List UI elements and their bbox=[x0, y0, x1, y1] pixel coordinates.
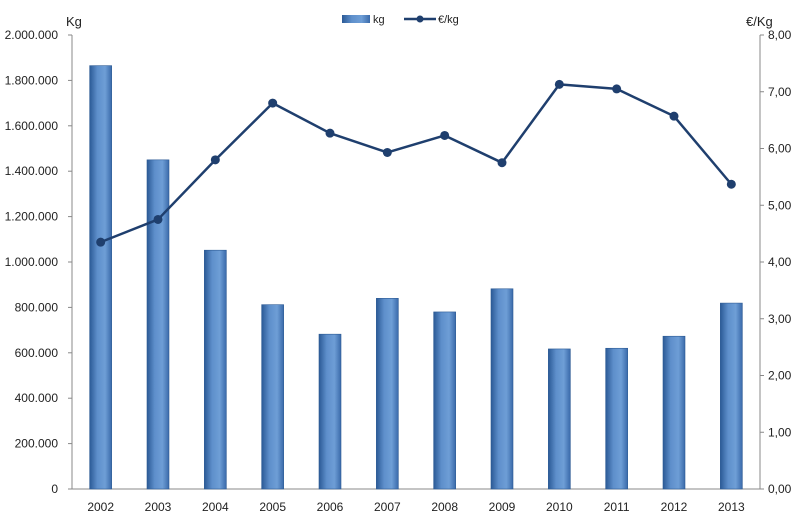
x-tick-label: 2003 bbox=[145, 500, 172, 514]
price-point bbox=[153, 214, 163, 224]
price-point bbox=[669, 111, 679, 121]
left-axis-ticks: 0 200.000 400.000 600.000 800.000 1.000.000 1.… bbox=[5, 28, 72, 496]
right-tick-label: 4,00 bbox=[768, 255, 792, 269]
price-point bbox=[497, 158, 507, 168]
left-tick-label: 400.000 bbox=[15, 391, 59, 405]
left-tick-label: 1.800.000 bbox=[5, 73, 59, 87]
x-axis-ticks: 2002 2003 2004 2005 2006 2007 2008 2009 2010 2011… bbox=[87, 500, 745, 514]
x-tick-label: 2009 bbox=[489, 500, 516, 514]
left-tick-label: 800.000 bbox=[15, 300, 59, 314]
right-tick-label: 0,00 bbox=[768, 482, 792, 496]
bar bbox=[433, 311, 456, 490]
legend-label-eur-kg: €/kg bbox=[438, 14, 459, 26]
x-tick-label: 2006 bbox=[317, 500, 344, 514]
right-axis-ticks: 0,00 1,00 2,00 3,00 4,00 5,00 6,00 7,00 8,00 bbox=[760, 28, 792, 496]
legend: kg €/kg bbox=[342, 14, 459, 26]
left-axis-title: Kg bbox=[66, 14, 82, 29]
x-tick-label: 2013 bbox=[718, 500, 745, 514]
left-tick-label: 0 bbox=[51, 482, 58, 496]
bar bbox=[318, 333, 342, 490]
left-tick-label: 200.000 bbox=[15, 437, 59, 451]
price-point bbox=[440, 130, 450, 140]
bar bbox=[146, 159, 170, 490]
price-point bbox=[96, 237, 106, 247]
bar bbox=[89, 65, 112, 490]
bar bbox=[548, 348, 571, 490]
price-point bbox=[554, 79, 564, 89]
right-tick-label: 8,00 bbox=[768, 28, 792, 42]
right-tick-label: 5,00 bbox=[768, 198, 792, 212]
x-tick-label: 2007 bbox=[374, 500, 401, 514]
x-tick-label: 2005 bbox=[259, 500, 286, 514]
bar bbox=[605, 347, 628, 490]
right-tick-label: 2,00 bbox=[768, 369, 792, 383]
price-point bbox=[612, 84, 622, 94]
price-point bbox=[382, 147, 392, 157]
right-tick-label: 1,00 bbox=[768, 425, 792, 439]
price-line bbox=[100, 83, 733, 244]
bar bbox=[720, 302, 743, 490]
right-tick-label: 3,00 bbox=[768, 312, 792, 326]
x-tick-label: 2002 bbox=[87, 500, 114, 514]
right-tick-label: 6,00 bbox=[768, 142, 792, 156]
price-point bbox=[325, 128, 335, 138]
left-tick-label: 1.600.000 bbox=[5, 119, 59, 133]
legend-bar-swatch bbox=[342, 15, 370, 23]
price-point bbox=[268, 98, 278, 108]
x-tick-label: 2010 bbox=[546, 500, 573, 514]
x-tick-label: 2011 bbox=[604, 500, 630, 514]
price-point bbox=[726, 179, 736, 189]
x-tick-label: 2008 bbox=[431, 500, 458, 514]
line-series bbox=[96, 79, 736, 247]
bar bbox=[261, 304, 284, 490]
left-tick-label: 1.400.000 bbox=[5, 164, 59, 178]
right-axis-title: €/Kg bbox=[746, 14, 773, 29]
left-tick-label: 1.000.000 bbox=[5, 255, 59, 269]
legend-label-kg: kg bbox=[373, 14, 385, 26]
left-tick-label: 1.200.000 bbox=[5, 210, 59, 224]
legend-line-marker bbox=[416, 15, 424, 23]
bar bbox=[204, 249, 227, 490]
x-tick-label: 2012 bbox=[661, 500, 688, 514]
bar bbox=[490, 288, 514, 490]
bar bbox=[376, 298, 399, 490]
bar-series bbox=[89, 65, 743, 490]
right-tick-label: 7,00 bbox=[768, 85, 792, 99]
left-tick-label: 600.000 bbox=[15, 346, 59, 360]
price-point bbox=[210, 155, 220, 165]
bar bbox=[662, 335, 686, 490]
left-tick-label: 2.000.000 bbox=[5, 28, 59, 42]
x-tick-label: 2004 bbox=[202, 500, 229, 514]
